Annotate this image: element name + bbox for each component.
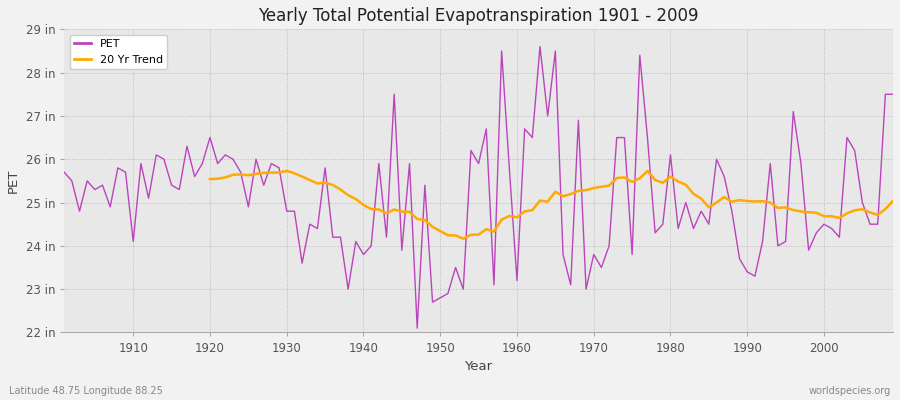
20 Yr Trend [504, 214, 515, 218]
X-axis label: Year: Year [464, 360, 492, 373]
PET [511, 278, 522, 283]
PET [535, 44, 545, 49]
20 Yr Trend [511, 215, 522, 220]
PET [519, 126, 530, 131]
Text: worldspecies.org: worldspecies.org [809, 386, 891, 396]
PET [58, 170, 69, 175]
PET [412, 326, 423, 330]
Text: Latitude 48.75 Longitude 88.25: Latitude 48.75 Longitude 88.25 [9, 386, 163, 396]
PET [335, 235, 346, 240]
Y-axis label: PET: PET [7, 169, 20, 193]
Line: PET: PET [64, 47, 893, 328]
Title: Yearly Total Potential Evapotranspiration 1901 - 2009: Yearly Total Potential Evapotranspiratio… [258, 7, 699, 25]
20 Yr Trend [289, 171, 300, 176]
PET [619, 135, 630, 140]
Line: 20 Yr Trend: 20 Yr Trend [210, 171, 893, 239]
PET [289, 209, 300, 214]
Legend: PET, 20 Yr Trend: PET, 20 Yr Trend [69, 35, 167, 70]
PET [887, 92, 898, 97]
20 Yr Trend [335, 187, 346, 192]
20 Yr Trend [604, 183, 615, 188]
PET [121, 170, 131, 175]
20 Yr Trend [887, 198, 898, 203]
